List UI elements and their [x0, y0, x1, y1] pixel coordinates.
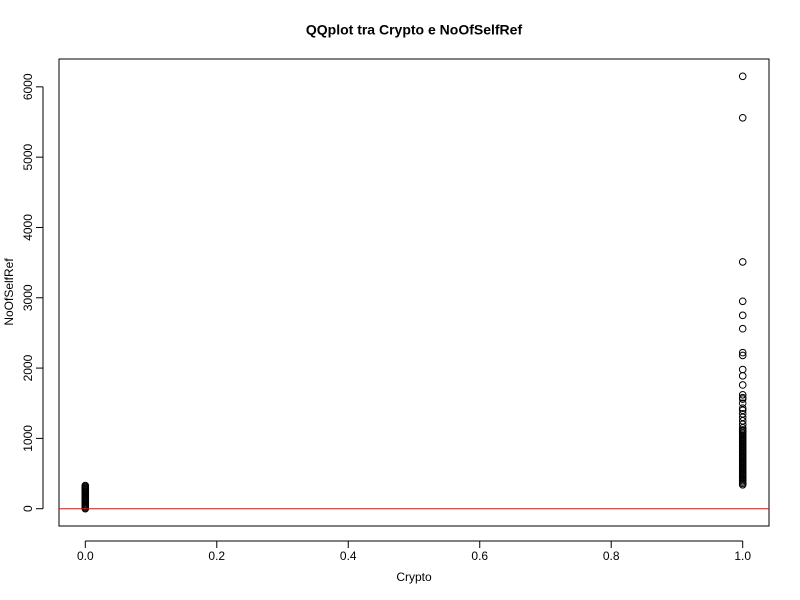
point — [738, 372, 747, 380]
x-tick-label: 1.0 — [734, 549, 751, 563]
chart-title: QQplot tra Crypto e NoOfSelfRef — [306, 22, 523, 38]
point — [738, 297, 747, 306]
point — [738, 351, 747, 360]
y-tick-label: 2000 — [21, 354, 35, 381]
x-tick-label: 0.4 — [340, 549, 357, 563]
x-axis-title: Crypto — [396, 570, 432, 584]
y-axis-title: NoOfSelfRef — [2, 258, 16, 326]
x-tick-label: 0.2 — [208, 549, 225, 563]
point — [738, 72, 747, 81]
point — [738, 409, 747, 418]
point — [738, 404, 747, 412]
y-tick-label: 4000 — [21, 214, 35, 241]
point — [738, 393, 747, 402]
point — [738, 381, 747, 389]
y-tick-label: 5000 — [21, 143, 35, 170]
x-tick-label: 0.0 — [77, 549, 94, 563]
y-tick-label: 6000 — [21, 73, 35, 100]
y-tick-label: 1000 — [21, 425, 35, 452]
point — [738, 365, 747, 374]
point — [738, 426, 747, 434]
x-tick-label: 0.8 — [603, 549, 620, 563]
point — [738, 258, 747, 266]
point — [738, 311, 747, 320]
point — [738, 399, 747, 408]
x-tick-label: 0.6 — [471, 549, 488, 563]
point — [81, 481, 90, 490]
point — [738, 391, 747, 399]
point — [738, 348, 747, 357]
y-tick-label: 3000 — [21, 284, 35, 311]
point — [738, 324, 747, 333]
y-tick-label: 0 — [21, 505, 35, 512]
point — [738, 113, 747, 122]
plot-box — [58, 58, 770, 527]
